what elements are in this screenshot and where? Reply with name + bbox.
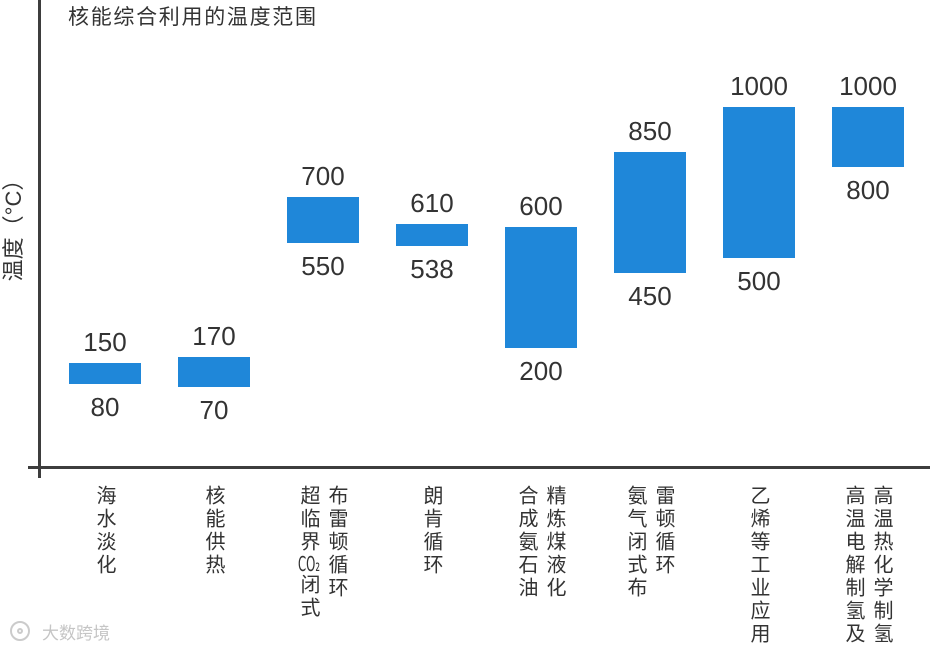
- category-label-6: 氨气闭式布 雷顿循环: [624, 485, 676, 600]
- range-bar-7: [723, 107, 795, 258]
- range-bar-2: [178, 356, 250, 387]
- high-value-label-6: 850: [628, 116, 672, 147]
- low-value-label-1: 80: [90, 391, 120, 422]
- category-label-7: 乙烯等工业应用: [747, 485, 771, 646]
- category-label-8-line-2: 高温热化学制氢: [870, 485, 894, 646]
- range-bar-5: [505, 227, 577, 348]
- category-label-3-line-1: 超临界CO₂闭式: [297, 485, 321, 620]
- high-value-label-5: 600: [519, 191, 563, 222]
- x-axis-line: [28, 466, 930, 469]
- category-label-5: 合成氨石油 精炼煤液化: [515, 485, 567, 600]
- category-label-6-line-1: 氨气闭式布: [624, 485, 648, 600]
- category-label-2: 核能供热: [202, 485, 226, 577]
- category-label-5-line-2: 精炼煤液化: [543, 485, 567, 600]
- low-value-label-6: 450: [628, 280, 672, 311]
- category-label-8: 高温电解制氢及 高温热化学制氢: [842, 485, 894, 646]
- high-value-label-4: 610: [410, 188, 454, 219]
- low-value-label-2: 70: [199, 394, 229, 425]
- high-value-label-3: 700: [301, 161, 345, 192]
- high-value-label-8: 1000: [839, 71, 897, 102]
- category-label-4-line-1: 朗肯循环: [420, 485, 444, 577]
- range-bar-3: [287, 197, 359, 243]
- low-value-label-7: 500: [737, 265, 781, 296]
- low-value-label-5: 200: [519, 355, 563, 386]
- y-axis-line: [38, 0, 41, 478]
- low-value-label-8: 800: [846, 175, 890, 206]
- low-value-label-4: 538: [410, 254, 454, 285]
- category-label-3: 超临界CO₂闭式 布雷顿循环: [297, 485, 349, 620]
- high-value-label-7: 1000: [730, 71, 788, 102]
- low-value-label-3: 550: [301, 250, 345, 281]
- category-label-3-line-2: 布雷顿循环: [325, 485, 349, 600]
- range-bar-4: [396, 224, 468, 247]
- range-bar-6: [614, 152, 686, 273]
- category-label-8-line-1: 高温电解制氢及: [842, 485, 866, 646]
- watermark: 大数跨境: [10, 619, 110, 643]
- category-label-5-line-1: 合成氨石油: [515, 485, 539, 600]
- high-value-label-1: 150: [83, 326, 127, 357]
- category-label-4: 朗肯循环: [420, 485, 444, 577]
- category-label-6-line-2: 雷顿循环: [652, 485, 676, 577]
- chart-title: 核能综合利用的温度范围: [68, 6, 318, 29]
- chemical-formula: CO₂: [298, 554, 320, 574]
- high-value-label-2: 170: [192, 320, 236, 351]
- range-bar-8: [832, 107, 904, 168]
- category-label-1: 海水淡化: [93, 485, 117, 577]
- watermark-text: 大数跨境: [42, 623, 110, 643]
- category-label-7-line-1: 乙烯等工业应用: [747, 485, 771, 646]
- category-label-2-line-1: 核能供热: [202, 485, 226, 577]
- range-bar-1: [69, 362, 141, 384]
- category-label-1-line-1: 海水淡化: [93, 485, 117, 577]
- watermark-logo-icon: [10, 621, 30, 641]
